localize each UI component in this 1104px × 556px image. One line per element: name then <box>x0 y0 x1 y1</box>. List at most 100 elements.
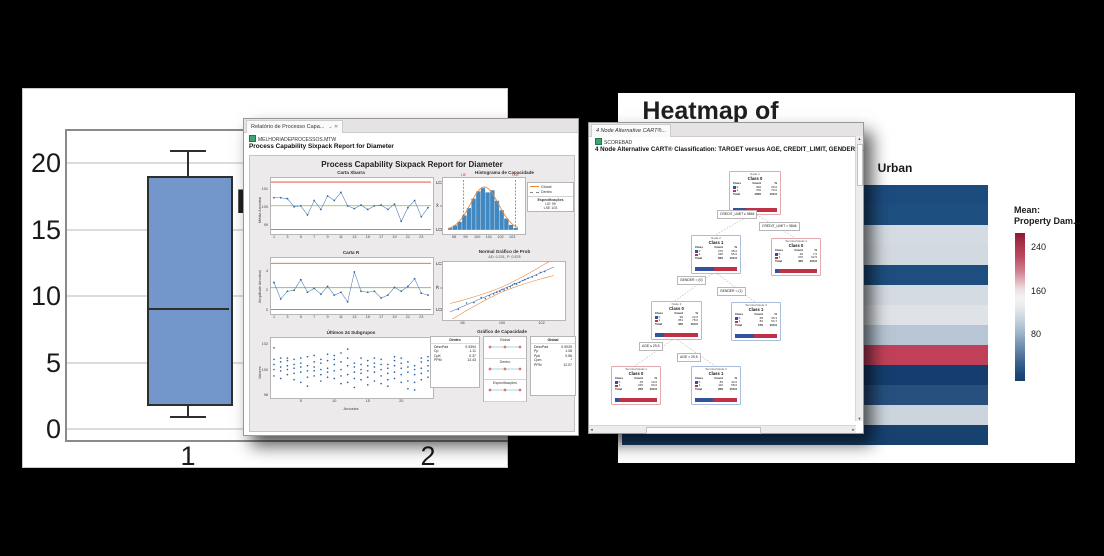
cart-tab-bar: 4 Node Alternative CART®... <box>589 123 863 137</box>
global-line-swatch <box>530 186 539 187</box>
x-tick-label: 21 <box>405 315 411 319</box>
x-tick-label: 101 <box>485 235 492 239</box>
chart-title: Gráfico de Capacidade <box>477 329 527 334</box>
y-tick-label: 99 <box>263 222 268 227</box>
tree-node-2: Node 2 Class 1 Class Count% 0 270 45.0 1 330 55.0… <box>691 235 741 274</box>
node-class-label: Class 0 <box>669 306 684 312</box>
interval-label: Global <box>499 338 511 342</box>
minitab-report-tab[interactable]: Relatório de Processo Capa... ⌄ ✕ <box>246 120 344 133</box>
x-tick-label: 23 <box>419 315 424 319</box>
stat-row: Cpm * <box>534 358 572 363</box>
x-axis-tick-label: 1 <box>180 441 196 471</box>
control-chart-plot <box>270 177 434 235</box>
chart-title: Histograma de Capacidade <box>475 170 534 175</box>
cart-tab-label: 4 Node Alternative CART®... <box>596 128 667 134</box>
node-table-header: Class Count% <box>775 247 817 252</box>
heatmap-color-scale <box>1015 233 1025 381</box>
vertical-scrollbar[interactable]: ▲ ▼ <box>855 136 863 421</box>
node-table-row: 1 82 54.7 <box>735 319 777 324</box>
interval-svg <box>488 345 522 349</box>
tree-node-3: Node 3 Class 0 Class Count% 0 99 22.0 1 351 78.0 T… <box>651 301 702 340</box>
node-header: Terminal Node 3 <box>745 303 767 307</box>
x-tick-label: 1 <box>272 315 276 319</box>
hist-svg <box>447 180 519 231</box>
x-tick-label: 19 <box>392 315 397 319</box>
Carta R <box>271 262 431 311</box>
vertical-scroll-thumb[interactable] <box>857 144 863 186</box>
node-table-row: 0 68 45.3 <box>735 316 777 321</box>
x-tick-label: 10 <box>332 399 337 403</box>
stat-row: DesvPad 0.9394 <box>434 344 476 349</box>
legend-specs: Especificações LIE 99 LSE 103 <box>528 196 573 211</box>
node-table-row: 0 84 42.0 <box>695 380 737 385</box>
x-tick-label: 19 <box>392 235 397 239</box>
last24-scatter <box>273 347 429 391</box>
node-table: Class Count% 0 68 45.3 1 82 54.7 Total 150 100.0 <box>732 312 780 327</box>
horizontal-scrollbar[interactable]: ◄ ► <box>589 425 856 434</box>
x-tick-label: 5 <box>299 315 302 319</box>
node-table: Class Count% 0 30 7.5 1 370 92.5 Total 400 100.0 <box>772 248 820 263</box>
cart-tab[interactable]: 4 Node Alternative CART®... <box>591 124 672 137</box>
y-axis-label: Média Amostral <box>258 196 262 223</box>
legend-entry-global: Global <box>528 183 573 189</box>
tab-controls-icons[interactable]: ⌄ ✕ <box>328 124 339 130</box>
x-axis-label: Amostra <box>343 406 359 411</box>
node-class-label: Class 0 <box>747 176 763 182</box>
class0-bar-segment <box>775 269 779 273</box>
median-line <box>147 308 229 311</box>
usl-label: LSE <box>512 172 519 177</box>
legend-entry-within: Dentro <box>528 189 573 194</box>
tree-terminal-node-2: Terminal Node 2 Class 1 Class Count% 0 84 42.0… <box>691 366 741 405</box>
box <box>147 176 233 407</box>
node-total-row: Total 150 100.0 <box>735 322 777 327</box>
chart-title: Carta R <box>342 250 360 255</box>
class1-bar-segment <box>664 333 698 337</box>
x-tick-label: 7 <box>313 315 316 319</box>
scroll-up-icon[interactable]: ▲ <box>857 136 862 141</box>
x-tick-label: 5 <box>299 399 302 403</box>
stat-row: Ppk 0.56 <box>534 353 572 358</box>
sixpack-report-title: Process Capability Sixpack Report for Di… <box>321 160 503 169</box>
cart-worksheet-icon <box>595 138 602 145</box>
scroll-down-icon[interactable]: ▼ <box>857 416 862 421</box>
node-total-row: Total 200 100.0 <box>695 386 737 391</box>
tree-terminal-node-1: Terminal Node 1 Class 0 Class Count% 0 25 10.0… <box>611 366 661 405</box>
x-tick-label: 9 <box>326 235 329 239</box>
horizontal-scroll-thumb[interactable] <box>646 426 761 434</box>
scroll-left-icon[interactable]: ◄ <box>589 427 594 432</box>
x-tick-label: 20 <box>399 399 404 403</box>
x-tick-label: 100 <box>498 321 506 325</box>
x-tick-label: 23 <box>419 235 424 239</box>
split-rule-label: CREDIT_LIMIT > 5846 <box>759 222 800 231</box>
cart-heading: 4 Node Alternative CART® Classification:… <box>595 146 864 153</box>
x-tick-label: 98 <box>460 321 465 325</box>
class0-bar-segment <box>615 398 620 402</box>
interval-label: Especificações <box>493 381 517 385</box>
class1-bar-segment <box>712 398 737 402</box>
interval-svg <box>488 367 522 370</box>
x-tick-label: 21 <box>405 235 411 239</box>
tree-terminal-node-3: Terminal Node 3 Class 1 Class Count% 0 68 45.3… <box>731 302 781 341</box>
split-rule-label: GENDER = (0) <box>677 276 706 285</box>
prob-svg <box>449 261 555 319</box>
node-class-label: Class 1 <box>708 371 724 377</box>
node-table-header: Class Count% <box>695 244 737 249</box>
x-tick-label: 5 <box>299 235 302 239</box>
node-table-row: 1 700 70.0 <box>733 188 777 193</box>
heatmap-legend-title: Mean: <box>1014 205 1041 215</box>
node-header: Node 3 <box>671 302 682 306</box>
scroll-right-icon[interactable]: ► <box>851 427 856 432</box>
legend-tick-label: 80 <box>1031 329 1042 339</box>
minitab-tab-bar: Relatório de Processo Capa... ⌄ ✕ <box>244 119 578 133</box>
interval-svg <box>488 388 522 392</box>
node-table-row: 0 99 22.0 <box>655 315 698 320</box>
node-table: Class Count% 0 84 42.0 1 116 58.0 Total 200 100.0 <box>692 376 740 391</box>
y-tick-label: 101 <box>261 186 268 191</box>
x-tick-label: 1 <box>272 235 276 239</box>
x-tick-label: 7 <box>313 235 316 239</box>
y-axis-tick-label: 15 <box>30 214 61 245</box>
x-tick-label: 100 <box>473 235 481 239</box>
node-table-row: 1 225 90.0 <box>615 383 657 388</box>
node-table-header: Class Count% <box>735 311 777 316</box>
lower-whisker <box>187 402 189 416</box>
